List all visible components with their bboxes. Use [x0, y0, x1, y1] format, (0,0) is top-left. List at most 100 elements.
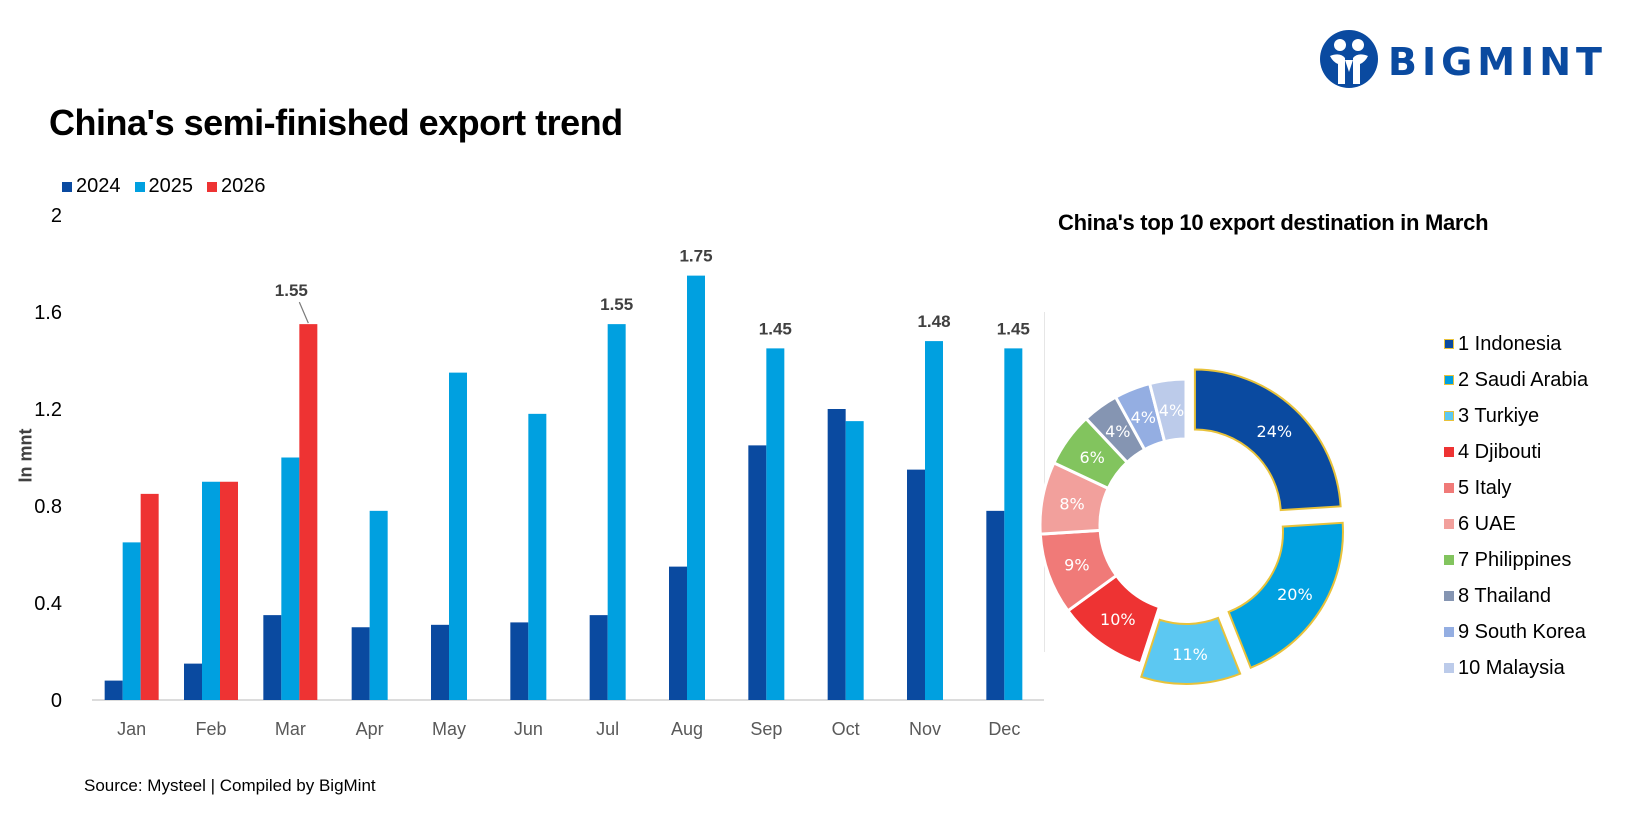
legend-label-2025: 2025 — [148, 175, 194, 197]
bar-chart-title: China's semi-finished export trend — [49, 102, 623, 143]
donut-slice-label-5: 9% — [1064, 555, 1089, 574]
legend-item-2024: 2024 — [62, 175, 121, 198]
data-label-sep: 1.45 — [759, 319, 792, 338]
data-label-jul: 1.55 — [600, 295, 633, 314]
bar-jan-2026 — [140, 493, 159, 700]
donut-slice-label-1: 24% — [1257, 422, 1293, 441]
donut-slice-2 — [1227, 521, 1344, 670]
bar-oct-2025 — [845, 421, 864, 700]
pie-legend-swatch — [1444, 591, 1454, 601]
x-tick-label: Aug — [671, 719, 703, 739]
pie-chart-title: China's top 10 export destination in Mar… — [1058, 210, 1489, 235]
pie-legend-swatch — [1444, 375, 1454, 385]
x-tick-label: Apr — [356, 719, 384, 739]
data-label-dec: 1.45 — [997, 319, 1030, 338]
pie-legend-item-5: 5 Italy — [1444, 470, 1588, 506]
bar-dec-2025 — [1004, 348, 1023, 700]
donut-slice-7 — [1051, 416, 1130, 491]
pie-chart-legend: 1 Indonesia 2 Saudi Arabia 3 Turkiye 4 Djib… — [1444, 326, 1588, 686]
x-tick-label: May — [432, 719, 466, 739]
x-tick-label: Mar — [275, 719, 306, 739]
x-tick-label: Nov — [909, 719, 941, 739]
pie-legend-label: 9 South Korea — [1458, 620, 1586, 643]
data-label-mar: 1.55 — [275, 281, 308, 300]
donut-slice-6 — [1038, 460, 1111, 536]
donut-slice-8 — [1083, 395, 1147, 465]
pie-legend-label: 4 Djibouti — [1458, 440, 1542, 463]
x-tick-label: Jun — [514, 719, 543, 739]
bar-chart-legend: 2024 2025 2026 — [62, 175, 266, 198]
bar-may-2025 — [449, 372, 467, 700]
pie-legend-swatch — [1444, 339, 1454, 349]
bigmint-logo: BIGMINT — [1318, 28, 1628, 90]
pie-legend-swatch — [1444, 411, 1454, 421]
bar-sep-2025 — [766, 348, 785, 700]
brand-name: BIGMINT — [1388, 40, 1607, 84]
donut-slice-label-6: 8% — [1059, 494, 1084, 513]
donut-slice-label-9: 4% — [1131, 408, 1156, 427]
bar-feb-2026 — [220, 481, 238, 700]
y-tick-label: 0.8 — [34, 496, 62, 518]
donut-slice-label-10: 4% — [1159, 401, 1184, 420]
pie-legend-label: 2 Saudi Arabia — [1458, 368, 1589, 391]
bar-jun-2025 — [528, 413, 547, 700]
donut-slice-3 — [1140, 616, 1242, 685]
legend-item-2026: 2026 — [207, 175, 266, 198]
bar-sep-2024 — [748, 445, 767, 700]
bar-jul-2024 — [589, 615, 608, 700]
bar-aug-2024 — [669, 566, 687, 700]
pie-legend-item-9: 9 South Korea — [1444, 614, 1588, 650]
data-label-aug: 1.75 — [679, 247, 712, 266]
y-tick-label: 2 — [51, 205, 62, 227]
legend-label-2026: 2026 — [221, 175, 266, 197]
donut-slice-label-7: 6% — [1079, 448, 1104, 467]
pie-legend-label: 8 Thailand — [1458, 584, 1552, 607]
bar-jul-2025 — [607, 324, 626, 700]
x-tick-label: Sep — [750, 719, 782, 739]
x-tick-label: Jan — [117, 719, 146, 739]
x-tick-label: Oct — [832, 719, 860, 739]
data-label-leader — [298, 301, 309, 324]
pie-legend-swatch — [1444, 627, 1454, 637]
bigmint-logo-icon — [1320, 30, 1378, 88]
bar-jan-2024 — [104, 680, 123, 700]
legend-swatch-2024 — [62, 181, 72, 192]
bar-aug-2025 — [687, 275, 705, 700]
bar-dec-2024 — [986, 510, 1005, 700]
pie-legend-swatch — [1444, 519, 1454, 529]
source-note: Source: Mysteel | Compiled by BigMint — [84, 776, 376, 795]
pie-legend-item-3: 3 Turkiye — [1444, 398, 1588, 434]
donut-slice-5 — [1038, 528, 1119, 613]
pie-legend-item-1: 1 Indonesia — [1444, 326, 1588, 362]
bar-may-2024 — [431, 624, 449, 700]
pie-legend-swatch — [1444, 483, 1454, 493]
y-tick-label: 0 — [51, 690, 62, 712]
bar-nov-2024 — [907, 469, 925, 700]
pie-legend-item-10: 10 Malaysia — [1444, 650, 1588, 686]
bar-mar-2024 — [263, 615, 282, 700]
x-tick-label: Feb — [195, 719, 226, 739]
legend-swatch-2026 — [207, 181, 217, 192]
data-label-nov: 1.48 — [917, 312, 950, 331]
pie-legend-label: 1 Indonesia — [1458, 332, 1562, 355]
pie-legend-label: 7 Philippines — [1458, 548, 1572, 571]
legend-label-2024: 2024 — [76, 175, 121, 197]
pie-legend-item-4: 4 Djibouti — [1444, 434, 1588, 470]
donut-slice-label-3: 11% — [1172, 645, 1208, 664]
pie-legend-swatch — [1444, 447, 1454, 457]
bar-feb-2025 — [202, 481, 220, 700]
x-tick-label: Dec — [988, 719, 1020, 739]
bar-nov-2025 — [925, 341, 943, 700]
bar-mar-2025 — [281, 457, 300, 700]
bar-apr-2025 — [369, 510, 388, 700]
y-tick-label: 0.4 — [34, 593, 62, 615]
pie-legend-swatch — [1444, 663, 1454, 673]
bar-jan-2025 — [122, 542, 141, 700]
pie-legend-item-6: 6 UAE — [1444, 506, 1588, 542]
donut-slice-label-4: 10% — [1100, 610, 1136, 629]
pie-legend-label: 6 UAE — [1458, 512, 1516, 535]
bar-chart: 0 0.4 0.8 1.2 1.6 2 Jan Feb 1.55 Mar Apr May Jun 1.55… — [34, 205, 1044, 739]
pie-legend-label: 10 Malaysia — [1458, 656, 1565, 679]
pie-legend-swatch — [1444, 555, 1454, 565]
legend-item-2025: 2025 — [134, 175, 194, 198]
